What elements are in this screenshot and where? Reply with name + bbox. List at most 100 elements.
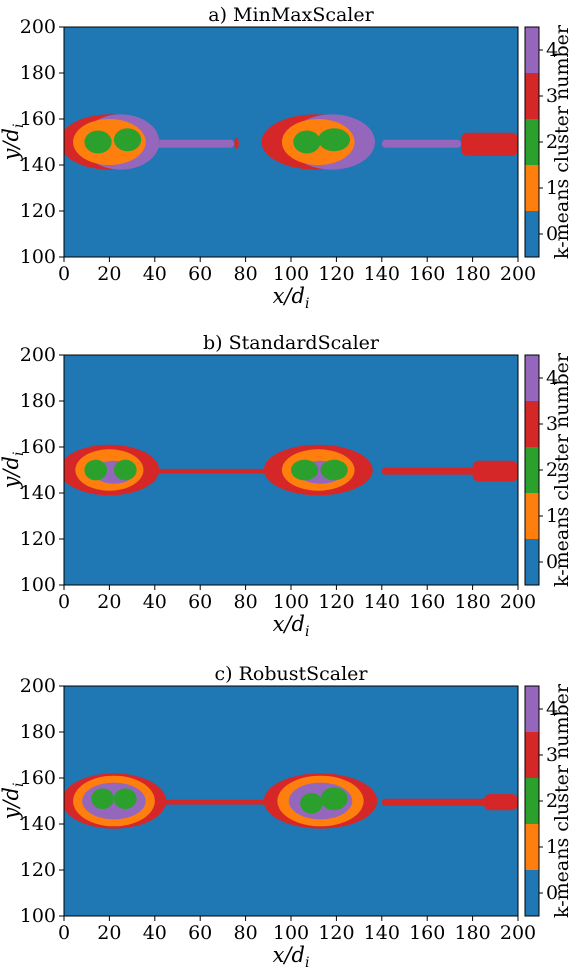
colorbar-segment-4 (525, 27, 539, 73)
x-tick-label: 40 (143, 263, 167, 285)
y-tick-label: 140 (20, 813, 56, 835)
x-tick-label: 120 (318, 263, 354, 285)
colorbar-tick-label: 1 (546, 177, 558, 199)
x-tick-label: 140 (364, 922, 400, 944)
y-tick-label: 120 (20, 528, 56, 550)
cluster-regions (64, 444, 518, 496)
colorbar-label: k-means cluster number (551, 683, 573, 918)
panel-title: a) MinMaxScaler (208, 4, 374, 26)
x-tick-label: 180 (454, 922, 490, 944)
colorbar-segment-1 (525, 824, 539, 870)
x-axis-label: x/di (273, 943, 310, 970)
y-tick-label: 180 (20, 721, 56, 743)
x-tick-label: 60 (188, 922, 212, 944)
x-axis-label-subscript: i (305, 955, 309, 970)
x-axis-label: x/di (273, 284, 310, 312)
colorbar-segment-1 (525, 493, 539, 539)
x-tick-label: 20 (97, 922, 121, 944)
cluster-2-region (84, 459, 108, 481)
panel-3: 0 20 40 60 80 100 120 140 160 180 2001001201401601… (0, 663, 573, 970)
y-tick-label: 120 (20, 859, 56, 881)
panel-title: b) StandardScaler (203, 332, 380, 354)
colorbar-tick-label: 3 (546, 413, 558, 435)
colorbar-tick-label: 0 (546, 882, 558, 904)
x-tick-label: 80 (234, 922, 258, 944)
y-tick-label: 100 (20, 905, 56, 927)
x-tick-label: 140 (364, 591, 400, 613)
x-tick-label: 120 (318, 591, 354, 613)
x-tick-label: 0 (58, 263, 70, 285)
colorbar-segment-2 (525, 447, 539, 493)
colorbar-segment-1 (525, 165, 539, 211)
colorbar-label: k-means cluster number (551, 352, 573, 587)
y-axis-label: y/di (0, 124, 27, 162)
colorbar-segment-3 (525, 401, 539, 447)
colorbar-tick-label: 1 (546, 505, 558, 527)
x-tick-label: 80 (234, 263, 258, 285)
cluster-2-region (113, 128, 142, 152)
x-tick-label: 0 (58, 591, 70, 613)
colorbar-segment-2 (525, 778, 539, 824)
x-tick-label: 160 (409, 591, 445, 613)
x-tick-label: 100 (273, 263, 309, 285)
cluster-4-thread (381, 139, 462, 148)
colorbar-label: k-means cluster number (551, 24, 573, 259)
colorbar-segment-3 (525, 732, 539, 778)
colorbar-segment-2 (525, 119, 539, 165)
colorbar-segment-0 (525, 539, 539, 585)
y-axis-label-subscript: i (11, 452, 27, 456)
y-tick-label: 160 (20, 436, 56, 458)
cluster-2-region (84, 130, 112, 154)
cluster-2-region (318, 128, 351, 152)
colorbar-tick-label: 4 (546, 367, 558, 389)
colorbar-tick-label: 3 (546, 85, 558, 107)
cluster-regions (64, 114, 518, 170)
y-tick-label: 140 (20, 154, 56, 176)
colorbar-tick-label: 4 (546, 39, 558, 61)
y-tick-label: 180 (20, 390, 56, 412)
cluster-2-region (91, 788, 114, 810)
y-tick-label: 200 (20, 344, 56, 366)
colorbar-segment-4 (525, 686, 539, 732)
cluster-2-region (293, 130, 321, 154)
colorbar-tick-label: 0 (546, 551, 558, 573)
colorbar-tick-label: 0 (546, 223, 558, 245)
x-tick-label: 140 (364, 263, 400, 285)
cluster-4-thread (154, 139, 235, 148)
y-tick-label: 160 (20, 108, 56, 130)
colorbar-tick-label: 2 (546, 459, 558, 481)
colorbar-segment-0 (525, 870, 539, 916)
colorbar-tick-label: 1 (546, 836, 558, 858)
y-tick-label: 120 (20, 200, 56, 222)
colorbar-tick-label: 3 (546, 744, 558, 766)
y-axis-label: y/di (0, 783, 27, 821)
cluster-regions (64, 773, 518, 829)
y-tick-label: 200 (20, 16, 56, 38)
cluster-3-thread (154, 468, 269, 474)
x-tick-label: 180 (454, 591, 490, 613)
x-tick-label: 100 (273, 922, 309, 944)
colorbar-segment-4 (525, 355, 539, 401)
colorbar-tick-label: 4 (546, 698, 558, 720)
x-axis-label-subscript: i (305, 296, 309, 312)
x-tick-label: 60 (188, 591, 212, 613)
colorbar-tick-label: 2 (546, 790, 558, 812)
y-tick-label: 200 (20, 675, 56, 697)
y-tick-label: 140 (20, 482, 56, 504)
cluster-2-region (113, 459, 137, 481)
cluster-2-region (320, 787, 348, 811)
x-tick-label: 40 (143, 591, 167, 613)
panel-title: c) RobustScaler (214, 663, 368, 685)
x-tick-label: 200 (500, 591, 536, 613)
cluster-2-region (300, 792, 323, 814)
y-tick-label: 100 (20, 246, 56, 268)
x-tick-label: 160 (409, 922, 445, 944)
y-tick-label: 180 (20, 62, 56, 84)
x-tick-label: 20 (97, 591, 121, 613)
x-tick-label: 80 (234, 591, 258, 613)
panel-1: 0 20 40 60 80 100 120 140 160 180 2001001201401601… (0, 4, 573, 312)
x-tick-label: 160 (409, 263, 445, 285)
y-axis-label-subscript: i (11, 124, 27, 128)
cluster-3-thread (483, 794, 518, 811)
x-tick-label: 0 (58, 922, 70, 944)
